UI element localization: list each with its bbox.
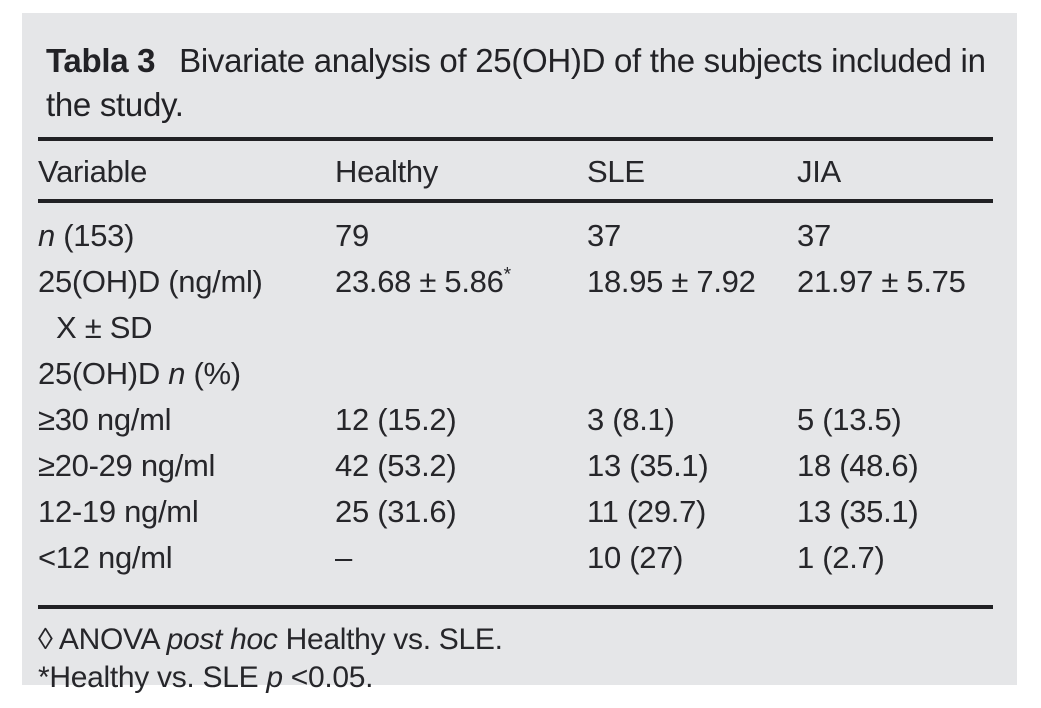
- table-cell: n (153): [38, 218, 135, 253]
- table-cell: 25 (31.6): [335, 494, 457, 529]
- table-cell: 25(OH)D n (%): [38, 356, 241, 391]
- table-title-text: Bivariate analysis of 25(OH)D of the sub…: [46, 42, 986, 123]
- table-row: 12-19 ng/ml 25 (31.6) 11 (29.7) 13 (35.1): [38, 489, 993, 535]
- table-row: ≥20-29 ng/ml 42 (53.2) 13 (35.1) 18 (48.6): [38, 443, 993, 489]
- table-cell: 13 (35.1): [797, 494, 919, 529]
- table-cell: [797, 305, 993, 351]
- table-cell: [797, 351, 993, 397]
- table-cell: 23.68 ± 5.86*: [335, 264, 511, 299]
- table-cell: [335, 305, 587, 351]
- table-cell: [587, 351, 797, 397]
- table-header-cell: JIA: [797, 154, 841, 189]
- table-header-cell: Healthy: [335, 154, 439, 189]
- table-cell: 79: [335, 218, 369, 253]
- table-row: 25(OH)D (ng/ml) 23.68 ± 5.86* 18.95 ± 7.92…: [38, 259, 993, 305]
- table-number-label: Tabla 3: [46, 42, 156, 79]
- table-header-cell: SLE: [587, 154, 645, 189]
- table-cell: 42 (53.2): [335, 448, 457, 483]
- table-cell: 13 (35.1): [587, 448, 709, 483]
- table-cell: –: [335, 540, 352, 575]
- table-cell: 11 (29.7): [587, 494, 707, 529]
- table-cell: [587, 305, 797, 351]
- table-cell: 1 (2.7): [797, 540, 885, 575]
- table-cell: X ± SD: [56, 310, 153, 345]
- table-row: ≥30 ng/ml 12 (15.2) 3 (8.1) 5 (13.5): [38, 397, 993, 443]
- table-cell: 5 (13.5): [797, 402, 902, 437]
- rule-under-title: [38, 137, 993, 141]
- table-cell: ≥30 ng/ml: [38, 402, 172, 437]
- footnote-line: *Healthy vs. SLE p <0.05.: [38, 661, 374, 694]
- table-header-cell: Variable: [38, 154, 148, 189]
- table-cell: 12 (15.2): [335, 402, 457, 437]
- table-panel: Tabla 3 Bivariate analysis of 25(OH)D of …: [22, 13, 1017, 694]
- table-footnotes: ◊ ANOVA post hoc Healthy vs. SLE. *Health…: [38, 621, 993, 697]
- table-cell: 18.95 ± 7.92: [587, 264, 756, 299]
- table-row: 25(OH)D n (%): [38, 351, 993, 397]
- table-row: <12 ng/ml – 10 (27) 1 (2.7): [38, 535, 993, 581]
- table-body: n (153) 79 37 37 25(OH)D (ng/ml) 23.68 ± 5.86…: [38, 203, 993, 605]
- rule-under-header: [38, 199, 993, 203]
- table-row: X ± SD: [38, 305, 993, 351]
- table-cell: 21.97 ± 5.75: [797, 264, 966, 299]
- table-cell: 10 (27): [587, 540, 684, 575]
- table-cell: 18 (48.6): [797, 448, 919, 483]
- rule-above-footnotes: [38, 605, 993, 609]
- table-cell: 25(OH)D (ng/ml): [38, 264, 263, 299]
- table-row: n (153) 79 37 37: [38, 213, 993, 259]
- footnote-line: ◊ ANOVA post hoc Healthy vs. SLE.: [38, 623, 503, 656]
- table-cell: ≥20-29 ng/ml: [38, 448, 216, 483]
- table-header-row: Variable Healthy SLE JIA: [38, 141, 993, 199]
- table-cell: 3 (8.1): [587, 402, 675, 437]
- table-cell: 37: [797, 218, 831, 253]
- table-cell: <12 ng/ml: [38, 540, 173, 575]
- table-title: Tabla 3 Bivariate analysis of 25(OH)D of …: [46, 39, 994, 127]
- table-cell: 12-19 ng/ml: [38, 494, 199, 529]
- table-cell: [335, 351, 587, 397]
- table-cell: 37: [587, 218, 621, 253]
